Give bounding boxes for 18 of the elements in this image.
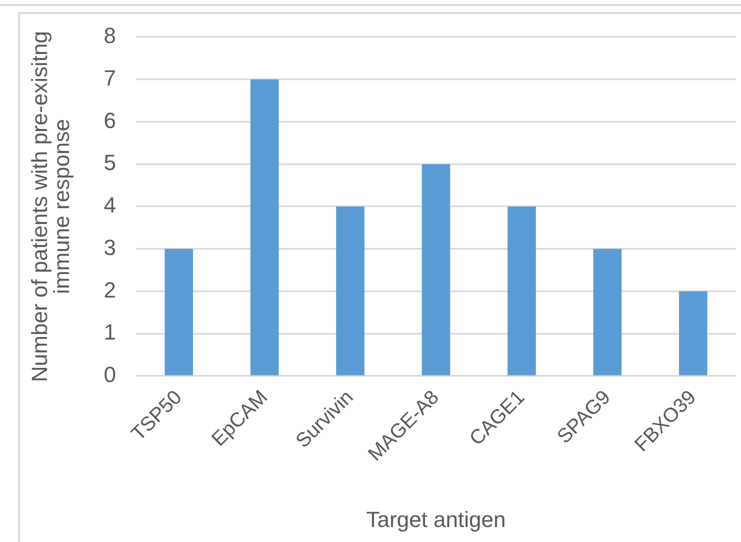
- y-tick-label: 2: [104, 277, 116, 302]
- y-tick-label: 8: [104, 23, 116, 48]
- y-tick-label: 0: [104, 362, 116, 388]
- y-tick-label: 3: [104, 234, 116, 260]
- y-axis-title: Number of patients with pre-exisitng immune response: [27, 31, 74, 382]
- bar: [422, 164, 450, 376]
- y-tick-label: 5: [104, 150, 116, 176]
- bar: [336, 206, 364, 376]
- y-tick-label: 1: [104, 320, 116, 345]
- bar: [250, 79, 279, 376]
- x-axis-title: Target antigen: [366, 506, 506, 532]
- bar: [593, 248, 622, 376]
- bar: [508, 206, 536, 376]
- y-tick-label: 7: [104, 65, 116, 90]
- y-tick-label: 4: [104, 192, 116, 218]
- bar: [164, 248, 193, 376]
- y-tick-label: 6: [104, 108, 116, 133]
- bar: [679, 291, 708, 376]
